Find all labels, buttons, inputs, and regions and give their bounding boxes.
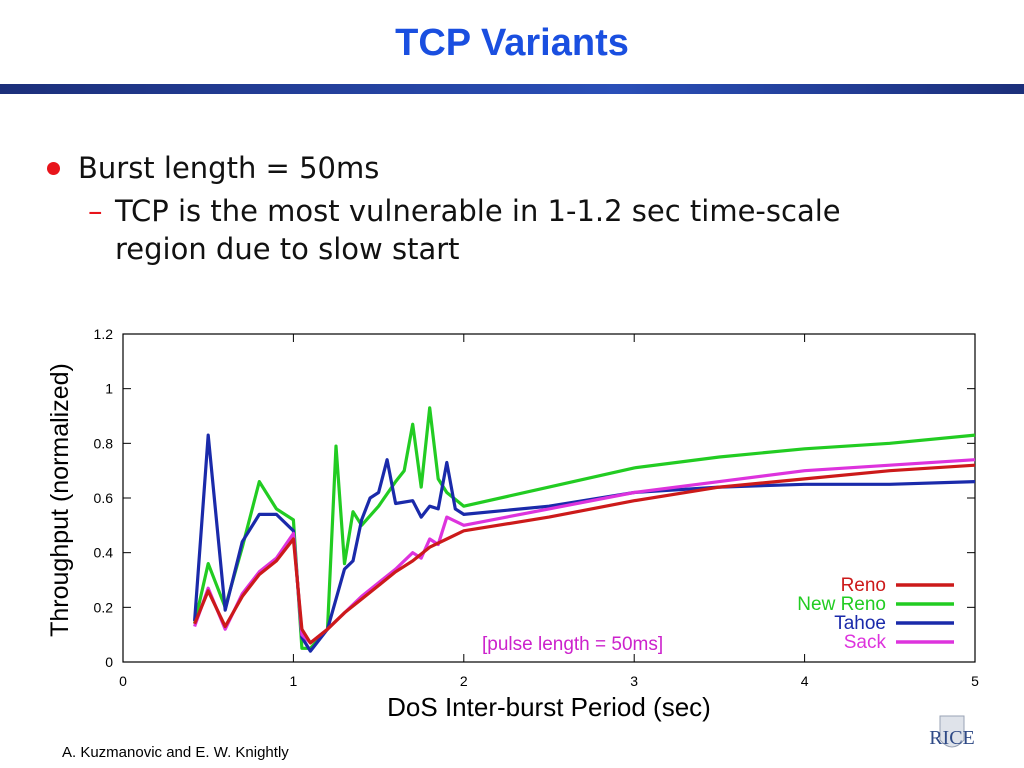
series-line-tahoe (193, 433, 976, 653)
y-tick-label: 0.8 (94, 435, 114, 451)
y-tick-label: 0.4 (94, 545, 114, 561)
rice-logo: RICE (929, 715, 975, 749)
logo-text: RICE (929, 727, 975, 749)
x-tick-label: 4 (801, 673, 809, 689)
sub-bullet-item: – TCP is the most vulnerable in 1-1.2 se… (40, 192, 935, 268)
plot-frame (122, 333, 976, 663)
x-tick-label: 2 (460, 673, 468, 689)
pulse-length-annotation: [pulse length = 50ms] (482, 634, 663, 655)
x-tick-label: 1 (290, 673, 298, 689)
slide-title: TCP Variants (395, 22, 629, 64)
title-divider (0, 84, 1024, 94)
sub-bullet-text: TCP is the most vulnerable in 1-1.2 sec … (115, 194, 841, 266)
y-tick-label: 0.6 (94, 490, 114, 506)
x-tick-label: 3 (630, 673, 638, 689)
legend-label-reno: Reno (841, 575, 886, 596)
x-axis-label: DoS Inter-burst Period (sec) (387, 692, 711, 722)
series-line-new-reno (193, 406, 976, 650)
y-tick-label: 0 (105, 654, 113, 670)
y-axis-label: Throughput (normalized) (46, 363, 74, 637)
series-line-reno (193, 463, 976, 645)
bullet-dot-icon (47, 162, 60, 175)
y-tick-label: 1 (105, 381, 113, 397)
dash-icon: – (88, 194, 103, 228)
y-tick-label: 0.2 (94, 599, 114, 615)
bullet-item-1: Burst length = 50ms (40, 148, 980, 188)
legend-label-new-reno: New Reno (797, 594, 886, 615)
legend-label-tahoe: Tahoe (834, 613, 886, 634)
bullet-text-1: Burst length = 50ms (78, 151, 380, 185)
x-tick-label: 0 (119, 673, 127, 689)
footer-credit: A. Kuzmanovic and E. W. Knightly (62, 744, 289, 761)
series-lines (193, 406, 976, 653)
throughput-chart: 0 1 2 3 4 5 0 0.2 0.4 0.6 0.8 1 1.2 Throughput (norm… (36, 318, 988, 726)
legend-label-sack: Sack (844, 632, 887, 653)
y-tick-label: 1.2 (94, 326, 114, 342)
series-line-sack (193, 458, 976, 645)
axis-ticks: 0 1 2 3 4 5 0 0.2 0.4 0.6 0.8 1 1.2 (94, 326, 980, 689)
chart-svg: 0 1 2 3 4 5 0 0.2 0.4 0.6 0.8 1 1.2 Throughput (norm… (46, 326, 980, 722)
bullet-list: Burst length = 50ms – TCP is the most vu… (40, 148, 980, 268)
x-tick-label: 5 (971, 673, 979, 689)
